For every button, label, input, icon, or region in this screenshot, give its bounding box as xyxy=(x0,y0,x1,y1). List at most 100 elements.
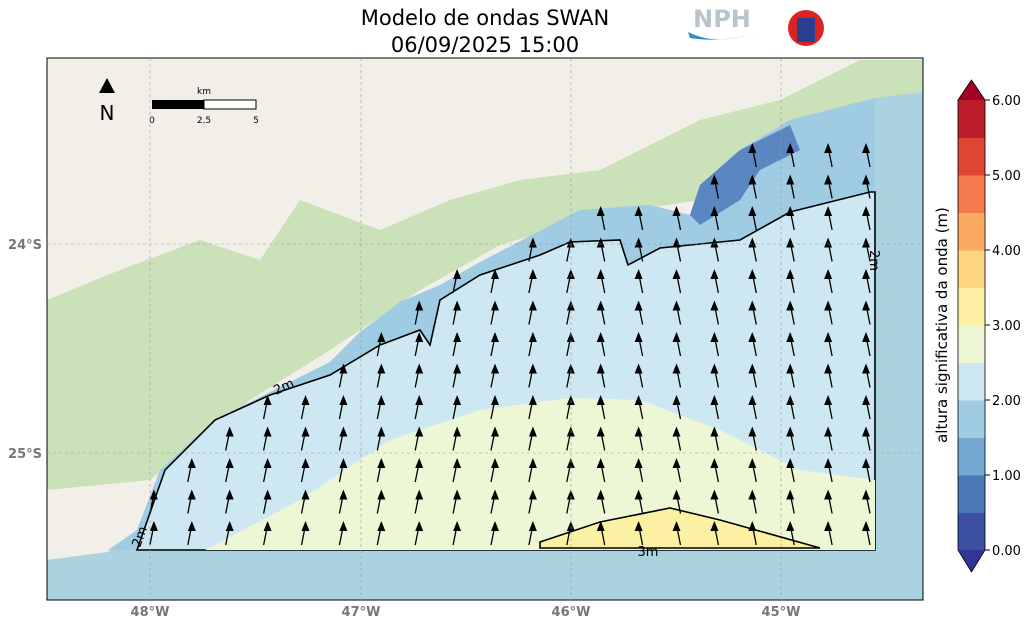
wave-arrow-head xyxy=(672,489,681,500)
wave-arrow-head xyxy=(596,458,605,468)
wave-arrow-head xyxy=(377,458,386,468)
wave-arrow-head xyxy=(377,426,386,437)
wave-arrow-head xyxy=(634,332,643,342)
wave-arrow-head xyxy=(377,332,386,342)
wave-arrow-head xyxy=(596,269,605,279)
wave-arrow-head xyxy=(710,395,719,405)
colorbar-label: altura significativa da onda (m) xyxy=(933,207,951,443)
wave-arrow-head xyxy=(263,458,272,468)
wave-arrow-head xyxy=(596,332,605,342)
wave-arrow-head xyxy=(491,300,499,311)
wave-arrow-head xyxy=(634,521,643,531)
wave-arrow-head xyxy=(453,521,462,531)
subtitle: 06/09/2025 15:00 xyxy=(391,33,579,57)
wave-arrow-head xyxy=(824,206,833,216)
wave-arrow-head xyxy=(748,332,757,342)
colorbar-tick-label: 4.00 xyxy=(992,244,1021,259)
wave-arrow-head xyxy=(824,458,833,468)
wave-arrow-head xyxy=(672,269,681,279)
wave-arrow-head xyxy=(596,395,605,405)
wave-arrow-head xyxy=(862,395,870,405)
wave-arrow-head xyxy=(528,237,537,248)
colorbar-band xyxy=(958,175,985,213)
colorbar-tick-label: 0.00 xyxy=(992,544,1021,559)
wave-arrow-head xyxy=(528,521,537,531)
wave-arrow-head xyxy=(710,363,719,374)
wave-arrow-head xyxy=(453,395,462,405)
wave-arrow-head xyxy=(786,395,795,405)
x-tick-label: 47°W xyxy=(342,605,381,620)
wave-arrow-head xyxy=(786,206,795,216)
wave-arrow-head xyxy=(187,458,196,468)
wave-arrow-head xyxy=(786,489,795,500)
wave-arrow-head xyxy=(862,332,870,342)
wave-arrow-head xyxy=(528,300,537,311)
wave-arrow-head xyxy=(748,237,757,248)
wave-arrow-head xyxy=(634,206,643,216)
wave-arrow-head xyxy=(824,489,833,500)
vegetation xyxy=(47,60,923,490)
scale-label: 5 xyxy=(253,116,259,126)
map-frame xyxy=(46,57,924,601)
wave-arrow-head xyxy=(491,458,499,468)
north-label: N xyxy=(100,101,115,125)
wave-arrow-head xyxy=(748,269,757,279)
wave-arrow-head xyxy=(596,521,605,531)
wave-arrow-head xyxy=(710,489,719,500)
wave-arrow-head xyxy=(672,300,681,311)
wave-arrow-head xyxy=(301,426,310,437)
wave-arrow-head xyxy=(786,143,795,153)
wave-arrow-head xyxy=(634,426,643,437)
wave-arrow-head xyxy=(415,332,424,342)
wave-arrow-head xyxy=(634,269,643,279)
wave-arrow-head xyxy=(491,269,499,279)
wave-arrow-head xyxy=(786,237,795,248)
y-tick-label: 24°S xyxy=(8,238,42,253)
wave-arrow-head xyxy=(748,206,757,216)
colorbar-band xyxy=(958,362,985,401)
colorbar-band xyxy=(958,287,985,326)
wave-arrow-head xyxy=(453,363,462,374)
colorbar-band xyxy=(958,437,985,476)
wave-band xyxy=(690,125,800,225)
wave-arrow-head xyxy=(491,332,499,342)
wave-arrow-head xyxy=(528,426,537,437)
wave-arrow-head xyxy=(710,206,719,216)
wave-arrow-head xyxy=(339,395,348,405)
wave-arrow-head xyxy=(748,300,757,311)
wave-arrow-head xyxy=(377,395,386,405)
wave-arrow-head xyxy=(301,458,310,468)
wave-arrow-head xyxy=(301,395,310,405)
wave-arrow-head xyxy=(786,300,795,311)
wave-arrow-head xyxy=(528,363,537,374)
colorbar-band xyxy=(958,212,985,251)
wave-arrow-head xyxy=(491,426,499,437)
wave-arrow-head xyxy=(748,395,757,405)
wave-arrow-head xyxy=(453,269,462,279)
wave-arrow-head xyxy=(710,426,719,437)
wave-arrow-head xyxy=(634,489,643,500)
scale-unit: km xyxy=(197,87,211,97)
wave-arrow-head xyxy=(301,521,310,531)
wave-arrow-head xyxy=(786,458,795,468)
wave-arrow-head xyxy=(415,363,424,374)
wave-arrow-head xyxy=(786,521,795,531)
wave-arrow-head xyxy=(263,426,272,437)
colorbar-band xyxy=(958,100,985,138)
wave-arrow-head xyxy=(339,458,348,468)
y-tick-label: 25°S xyxy=(8,447,42,462)
wave-arrow-head xyxy=(339,363,348,374)
colorbar-under xyxy=(958,550,985,572)
wave-arrow-head xyxy=(672,521,681,531)
wave-arrow-head xyxy=(528,269,537,279)
wave-arrow-head xyxy=(415,300,424,311)
wave-arrow-head xyxy=(187,489,196,500)
wave-arrow-head xyxy=(528,458,537,468)
wave-arrow-head xyxy=(710,174,719,185)
colorbar-band xyxy=(958,475,985,513)
wave-arrow-head xyxy=(415,521,424,531)
wave-arrow-head xyxy=(415,489,424,500)
wave-arrow-head xyxy=(528,395,537,405)
wave-arrow-head xyxy=(672,395,681,405)
scale-label: 0 xyxy=(149,116,155,126)
